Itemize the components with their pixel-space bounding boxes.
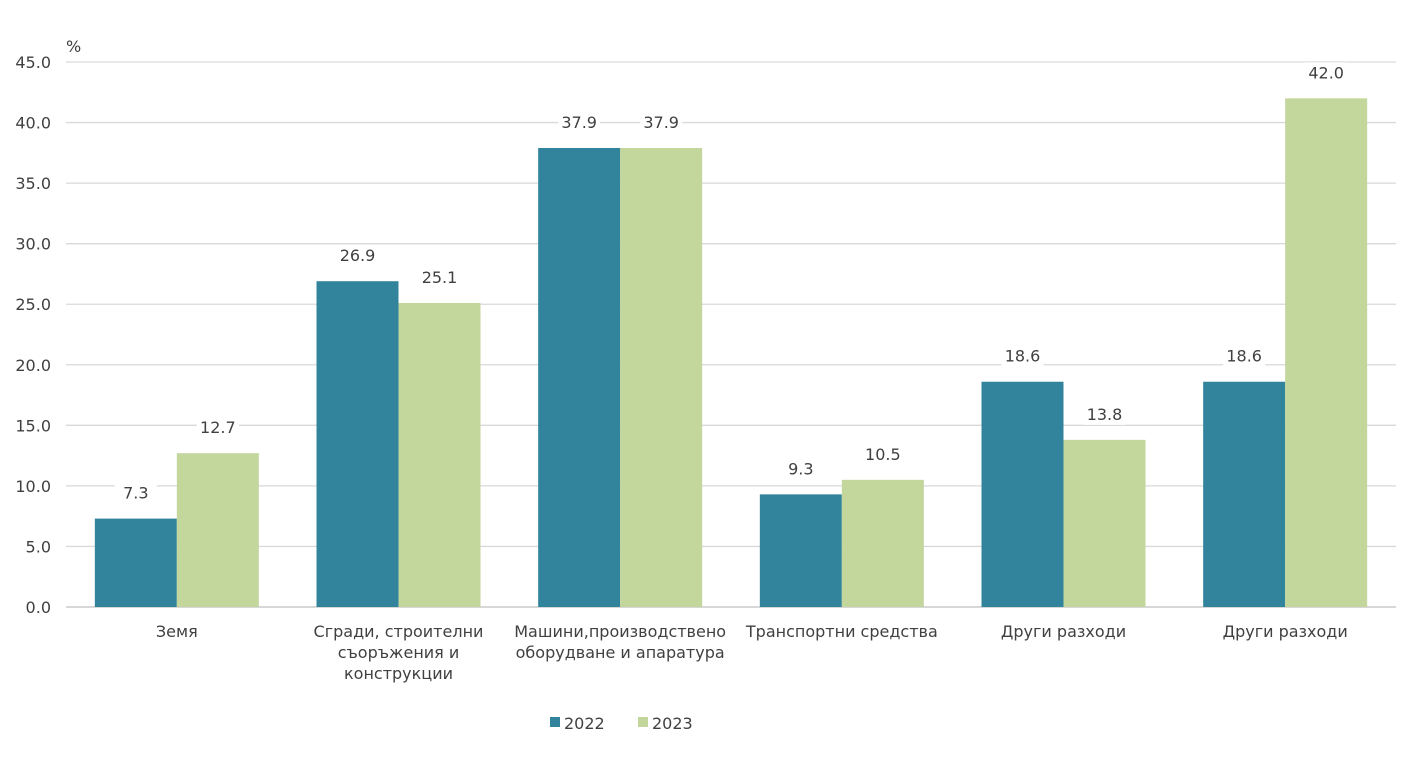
y-axis-tick-labels: 0.0 5.0 10.0 15.0 20.0 25.0 30.0 35.0 40.0 45.0 <box>15 53 51 617</box>
bar-2022 <box>538 147 621 607</box>
bars <box>94 98 1368 607</box>
legend-label: 2023 <box>652 714 693 733</box>
data-label-background <box>336 245 379 267</box>
data-label: 9.3 <box>788 459 813 478</box>
category-label-line: Машини,производствено <box>514 622 726 641</box>
data-label-background <box>558 111 601 133</box>
y-axis-unit-label: % <box>66 37 81 56</box>
legend-label: 2022 <box>564 714 605 733</box>
category-label: Други разходи <box>1001 622 1126 641</box>
bar-2022 <box>1203 381 1286 607</box>
y-tick-label: 40.0 <box>15 114 51 133</box>
data-label: 12.7 <box>200 418 236 437</box>
category-label-line: Други разходи <box>1001 622 1126 641</box>
data-label: 37.9 <box>643 113 679 132</box>
category-label: Други разходи <box>1223 622 1348 641</box>
bar-2022 <box>316 281 399 607</box>
category-label-line: Земя <box>156 622 198 641</box>
data-label-background <box>1223 345 1266 367</box>
data-label: 10.5 <box>865 445 901 464</box>
data-label: 25.1 <box>422 268 458 287</box>
legend: 2022 2023 <box>550 714 693 733</box>
y-tick-label: 20.0 <box>15 356 51 375</box>
y-tick-label: 45.0 <box>15 53 51 72</box>
bar-2023 <box>841 479 924 607</box>
data-label: 7.3 <box>123 484 148 503</box>
legend-swatch-2022 <box>550 717 560 727</box>
category-label-line: съоръжения и <box>338 643 460 662</box>
bar-2023 <box>176 453 259 607</box>
data-label-background <box>196 417 239 439</box>
bar-2022 <box>759 494 842 607</box>
legend-swatch-2023 <box>638 717 648 727</box>
data-label-background <box>418 267 461 289</box>
data-label-background <box>114 482 157 504</box>
bar-2023 <box>620 147 703 607</box>
y-tick-label: 0.0 <box>26 598 51 617</box>
data-label: 13.8 <box>1087 405 1123 424</box>
data-label: 18.6 <box>1226 347 1262 366</box>
category-label: Транспортни средства <box>745 622 938 641</box>
data-label-background <box>1083 403 1126 425</box>
bar-2022 <box>94 518 177 607</box>
category-label-line: конструкции <box>344 664 453 683</box>
data-label: 26.9 <box>340 246 376 265</box>
y-tick-label: 15.0 <box>15 416 51 435</box>
bar-2023 <box>398 303 481 607</box>
data-label-background <box>640 111 683 133</box>
category-label-line: оборудване и апаратура <box>516 643 725 662</box>
category-label: Сгради, строителни съоръжения и конструкци… <box>314 622 484 683</box>
y-tick-label: 30.0 <box>15 235 51 254</box>
category-label-line: Сгради, строителни <box>314 622 484 641</box>
bar-2022 <box>981 381 1064 607</box>
category-label: Машини,производствено оборудване и апарат… <box>514 622 726 662</box>
bar-2023 <box>1285 98 1368 607</box>
data-label-background <box>1001 345 1044 367</box>
gridlines <box>66 61 1396 608</box>
category-labels: Земя Сгради, строителни съоръжения и констр… <box>156 622 1348 683</box>
y-tick-label: 35.0 <box>15 174 51 193</box>
data-label: 18.6 <box>1005 347 1041 366</box>
data-label-background <box>779 458 822 480</box>
category-label-line: Транспортни средства <box>745 622 938 641</box>
y-tick-label: 25.0 <box>15 295 51 314</box>
data-label: 42.0 <box>1308 63 1344 82</box>
y-tick-label: 5.0 <box>26 537 51 556</box>
bar-2023 <box>1063 439 1146 607</box>
category-label: Земя <box>156 622 198 641</box>
data-label: 37.9 <box>561 113 597 132</box>
data-label-background <box>1305 62 1348 84</box>
data-labels: 7.3 12.7 26.9 25.1 37.9 37.9 9.3 10.5 18.6 13.8 18… <box>114 62 1348 504</box>
data-label-background <box>861 443 904 465</box>
y-tick-label: 10.0 <box>15 477 51 496</box>
category-label-line: Други разходи <box>1223 622 1348 641</box>
